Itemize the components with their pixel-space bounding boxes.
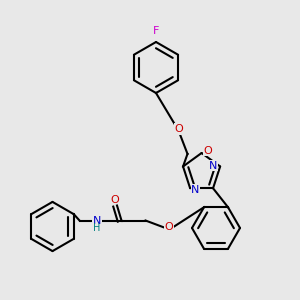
Text: N: N — [93, 216, 101, 226]
Text: O: O — [110, 195, 119, 205]
Text: N: N — [209, 160, 218, 171]
Text: O: O — [175, 124, 184, 134]
Text: H: H — [93, 223, 100, 233]
Text: O: O — [204, 146, 213, 156]
Text: N: N — [191, 185, 200, 195]
Text: F: F — [153, 26, 159, 37]
Text: O: O — [164, 222, 173, 232]
